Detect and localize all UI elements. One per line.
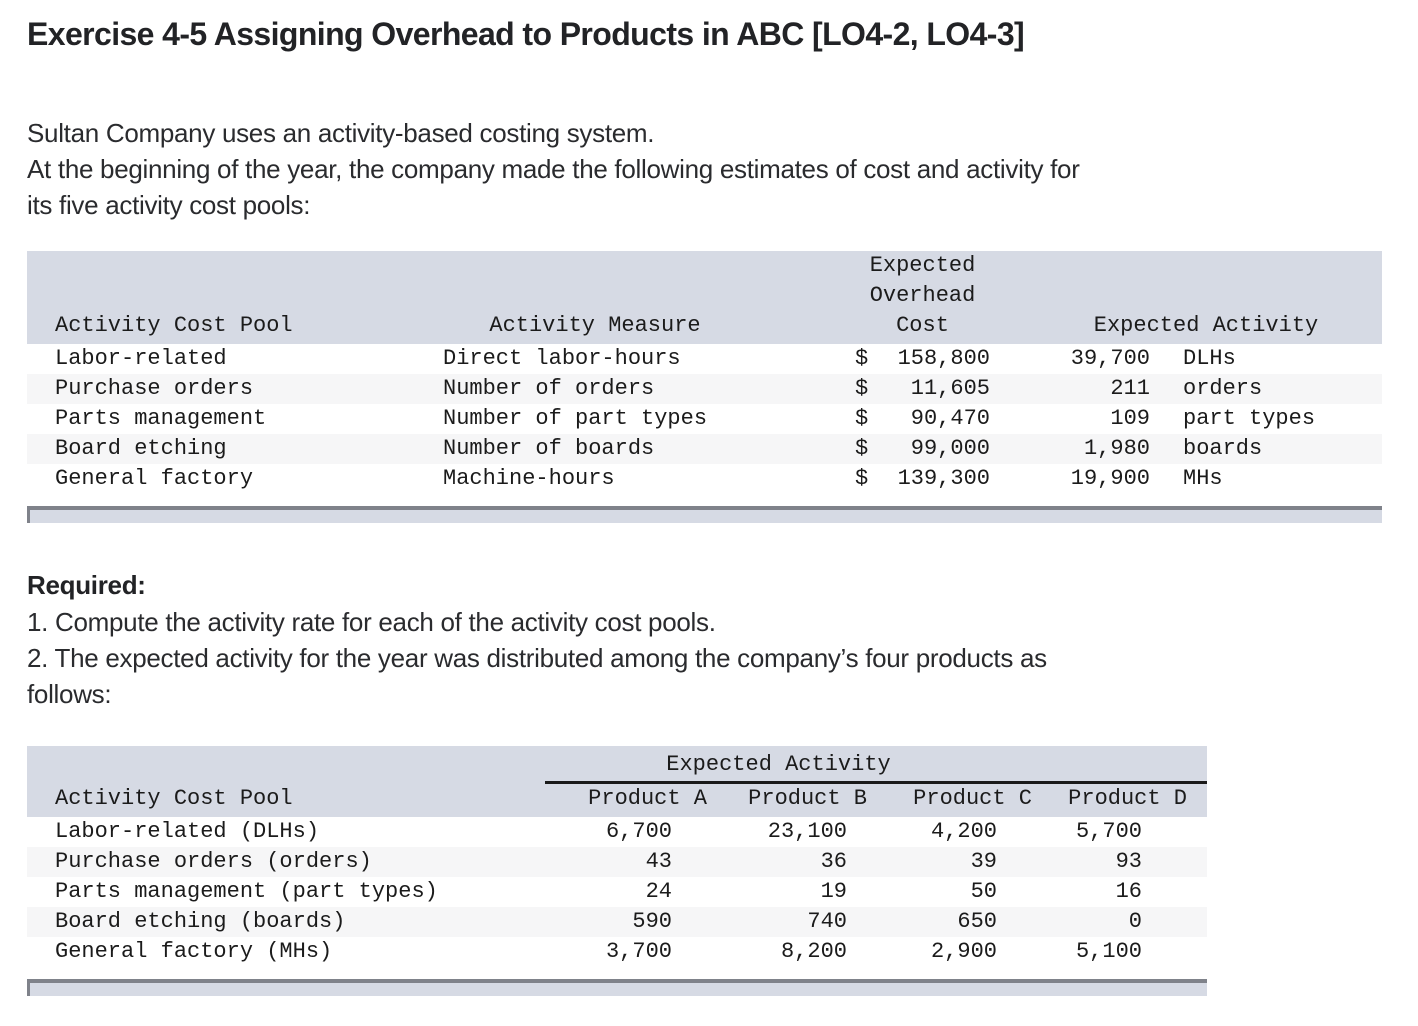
table2-header-expected-activity: Expected Activity xyxy=(545,746,1207,784)
table-row: General factory (MHs) 3,700 8,200 2,900 … xyxy=(27,937,1207,967)
pool-cell: General factory (MHs) xyxy=(55,938,333,964)
product-a-cell: 3,700 xyxy=(605,938,672,964)
intro-line: At the beginning of the year, the compan… xyxy=(27,154,1080,184)
product-a-cell: 6,700 xyxy=(605,818,672,844)
table2-header-activity-cost-pool: Activity Cost Pool xyxy=(27,782,545,817)
measure-cell: Machine-hours xyxy=(443,466,615,491)
pool-cell: Labor-related xyxy=(55,346,227,371)
table-row: Labor-related Direct labor-hours $158,80… xyxy=(27,344,1382,374)
cost-pool-estimates-table: Activity Cost Pool Activity Measure Expe… xyxy=(27,251,1382,494)
product-d-cell: 5,100 xyxy=(1075,938,1142,964)
dollar-sign: $ xyxy=(855,436,869,461)
table-row: Board etching Number of boards $99,000 1… xyxy=(27,434,1382,464)
pool-cell: Parts management xyxy=(55,406,267,431)
activity-amount-cell: 19,900 xyxy=(1070,466,1150,491)
table2-header-product-b: Product B xyxy=(715,782,875,817)
table-row: General factory Machine-hours $139,300 1… xyxy=(27,464,1382,494)
product-a-cell: 43 xyxy=(545,846,715,877)
table2-horizontal-scrollbar[interactable] xyxy=(27,978,1207,996)
measure-cell: Number of orders xyxy=(430,374,760,404)
product-c-cell: 650 xyxy=(875,906,1040,937)
expected-activity-distribution-table: Expected Activity Activity Cost Pool Pro… xyxy=(27,746,1207,967)
pool-cell: Board etching (boards) xyxy=(27,906,545,937)
intro-line: its five activity cost pools: xyxy=(27,190,311,220)
pool-cell: Board etching xyxy=(27,434,430,464)
cost-cell: $90,470 xyxy=(760,404,1000,434)
table1-header-activity-cost-pool: Activity Cost Pool xyxy=(27,251,430,344)
cost-value: 139,300 xyxy=(897,466,990,491)
activity-amount-cell: 1,980 xyxy=(1000,434,1150,464)
cost-cell: $139,300 xyxy=(760,464,1000,494)
pool-cell: Purchase orders (orders) xyxy=(27,846,545,877)
table1-header-expected-overhead-cost: Expected Overhead Cost xyxy=(760,251,1000,344)
cost-value: 11,605 xyxy=(910,376,990,401)
required-section: Required: 1. Compute the activity rate f… xyxy=(27,567,1391,712)
cost-cell: $99,000 xyxy=(760,434,1000,464)
table-row: Parts management (part types) 24 19 50 1… xyxy=(27,877,1207,907)
activity-unit-cell: orders xyxy=(1150,374,1382,404)
intro-line: Sultan Company uses an activity-based co… xyxy=(27,118,655,148)
table1-header-expected-activity: Expected Activity xyxy=(1000,251,1382,344)
table2-header-product-c: Product C xyxy=(875,782,1040,817)
table-row: Purchase orders Number of orders $11,605… xyxy=(27,374,1382,404)
measure-cell: Direct labor-hours xyxy=(443,346,681,371)
product-b-cell: 740 xyxy=(715,906,875,937)
measure-cell: Number of part types xyxy=(443,406,708,431)
page-title: Exercise 4-5 Assigning Overhead to Produ… xyxy=(27,16,1025,52)
product-d-cell: 93 xyxy=(1040,846,1207,877)
table1-horizontal-scrollbar[interactable] xyxy=(27,506,1382,523)
table1-header-activity-measure: Activity Measure xyxy=(430,251,760,344)
product-d-cell: 16 xyxy=(1115,878,1142,904)
pool-cell: General factory xyxy=(55,466,254,491)
cost-value: 90,470 xyxy=(910,406,990,431)
pool-cell: Parts management (part types) xyxy=(55,878,438,904)
table2-header-product-a: Product A xyxy=(545,782,715,817)
product-b-cell: 8,200 xyxy=(780,938,847,964)
product-c-cell: 39 xyxy=(875,846,1040,877)
pool-cell: Labor-related (DLHs) xyxy=(55,818,320,844)
exercise-page: Exercise 4-5 Assigning Overhead to Produ… xyxy=(0,16,1418,996)
product-b-cell: 36 xyxy=(715,846,875,877)
table-row: Board etching (boards) 590 740 650 0 xyxy=(27,906,1207,937)
product-b-cell: 23,100 xyxy=(767,818,847,844)
activity-unit-cell: part types xyxy=(1183,406,1316,431)
product-d-cell: 0 xyxy=(1040,906,1207,937)
activity-amount-cell: 39,700 xyxy=(1070,346,1150,371)
intro-paragraph: Sultan Company uses an activity-based co… xyxy=(27,115,1391,223)
activity-unit-cell: boards xyxy=(1150,434,1382,464)
product-d-cell: 5,700 xyxy=(1075,818,1142,844)
required-heading: Required: xyxy=(27,570,146,600)
table1-header-row: Activity Cost Pool Activity Measure Expe… xyxy=(27,251,1382,344)
activity-amount-cell: 211 xyxy=(1000,374,1150,404)
requirement-2-line: follows: xyxy=(27,679,112,709)
table2-header-row: Activity Cost Pool Product A Product B P… xyxy=(27,782,1207,817)
table-row: Labor-related (DLHs) 6,700 23,100 4,200 … xyxy=(27,817,1207,847)
requirement-2-line: 2. The expected activity for the year wa… xyxy=(27,643,1047,673)
dollar-sign: $ xyxy=(855,466,869,491)
requirement-1: 1. Compute the activity rate for each of… xyxy=(27,607,716,637)
table2-span-header-row: Expected Activity xyxy=(27,746,1207,784)
dollar-sign: $ xyxy=(855,406,869,431)
cost-value: 158,800 xyxy=(897,346,990,371)
pool-cell: Purchase orders xyxy=(27,374,430,404)
measure-cell: Number of boards xyxy=(430,434,760,464)
activity-amount-cell: 109 xyxy=(1110,406,1150,431)
table2-header-spacer xyxy=(27,746,545,782)
cost-cell: $158,800 xyxy=(760,344,1000,374)
dollar-sign: $ xyxy=(855,346,869,371)
product-a-cell: 24 xyxy=(645,878,672,904)
activity-unit-cell: DLHs xyxy=(1183,346,1236,371)
table-row: Parts management Number of part types $9… xyxy=(27,404,1382,434)
cost-cell: $11,605 xyxy=(760,374,1000,404)
table2-header-product-d: Product D xyxy=(1040,782,1207,817)
cost-value: 99,000 xyxy=(910,436,990,461)
product-c-cell: 2,900 xyxy=(930,938,997,964)
table-row: Purchase orders (orders) 43 36 39 93 xyxy=(27,846,1207,877)
activity-unit-cell: MHs xyxy=(1183,466,1223,491)
product-c-cell: 50 xyxy=(970,878,997,904)
product-b-cell: 19 xyxy=(820,878,847,904)
product-c-cell: 4,200 xyxy=(930,818,997,844)
dollar-sign: $ xyxy=(855,376,869,401)
product-a-cell: 590 xyxy=(545,906,715,937)
